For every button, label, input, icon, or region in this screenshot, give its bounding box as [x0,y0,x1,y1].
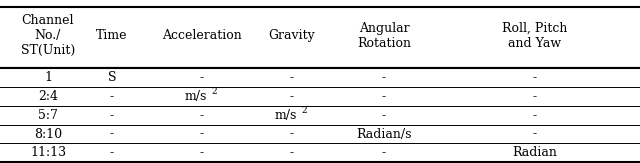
Text: 2: 2 [211,87,217,96]
Text: Channel
No./
ST(Unit): Channel No./ ST(Unit) [21,14,75,57]
Text: Radian: Radian [512,146,557,159]
Text: -: - [200,128,204,141]
Text: -: - [532,109,536,122]
Text: -: - [382,90,386,103]
Text: -: - [110,109,114,122]
Text: -: - [200,109,204,122]
Text: -: - [289,128,293,141]
Text: -: - [200,71,204,84]
Text: Gravity: Gravity [268,29,315,42]
Text: Radian/s: Radian/s [356,128,412,141]
Text: -: - [382,71,386,84]
Text: -: - [382,109,386,122]
Text: 1: 1 [44,71,52,84]
Text: 11:13: 11:13 [30,146,66,159]
Text: -: - [110,146,114,159]
Text: -: - [289,90,293,103]
Text: Acceleration: Acceleration [162,29,241,42]
Text: m/s: m/s [275,109,297,122]
Text: -: - [289,146,293,159]
Text: -: - [200,146,204,159]
Text: -: - [382,146,386,159]
Text: 2: 2 [301,106,307,115]
Text: Time: Time [96,29,128,42]
Text: m/s: m/s [185,90,207,103]
Text: -: - [532,71,536,84]
Text: 5:7: 5:7 [38,109,58,122]
Text: 8:10: 8:10 [34,128,62,141]
Text: 2:4: 2:4 [38,90,58,103]
Text: Roll, Pitch
and Yaw: Roll, Pitch and Yaw [502,22,567,50]
Text: Angular
Rotation: Angular Rotation [357,22,411,50]
Text: S: S [108,71,116,84]
Text: -: - [532,128,536,141]
Text: -: - [110,90,114,103]
Text: -: - [110,128,114,141]
Text: -: - [532,90,536,103]
Text: -: - [289,71,293,84]
